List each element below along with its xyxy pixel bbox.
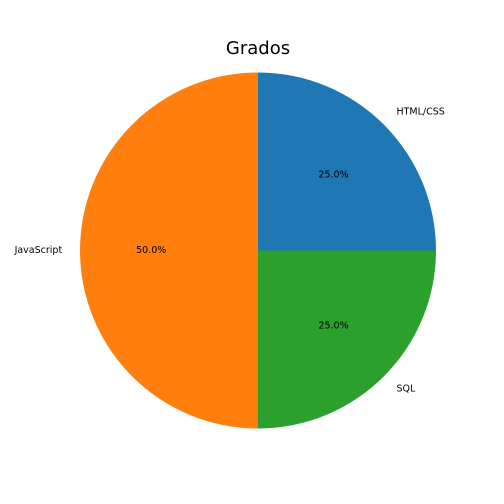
pie-slice-javascript (80, 72, 258, 429)
slice-percent-label: 25.0% (318, 169, 348, 180)
pie-slice-sql (258, 250, 437, 429)
chart-title: Grados (226, 38, 290, 59)
pie-labels: HTML/CSS 25.0% JavaScript 50.0% SQL 25.0% (14, 107, 445, 395)
pie-slices (80, 72, 437, 429)
slice-percent-label: 50.0% (136, 245, 166, 256)
slice-percent-label: 25.0% (318, 321, 348, 332)
pie-slice-html-css (258, 72, 436, 251)
slice-label: SQL (396, 383, 416, 394)
slice-label: JavaScript (14, 245, 63, 256)
slice-label: HTML/CSS (396, 107, 444, 118)
